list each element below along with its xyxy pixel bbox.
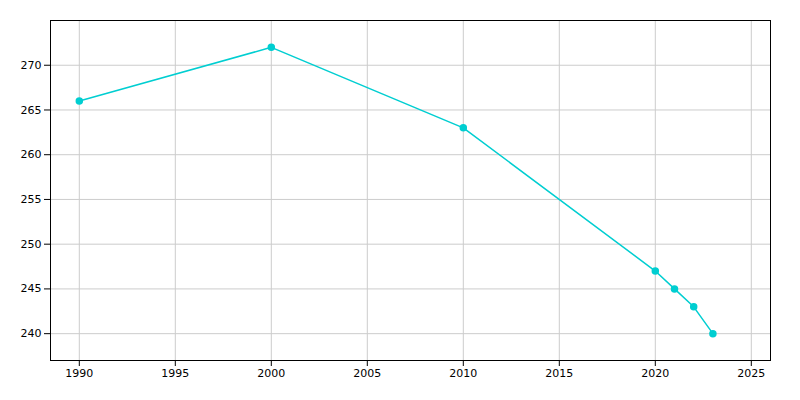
svg-text:1990: 1990 — [65, 367, 93, 380]
svg-text:2020: 2020 — [641, 367, 669, 380]
svg-text:2005: 2005 — [353, 367, 381, 380]
svg-text:260: 260 — [21, 148, 42, 161]
svg-text:2025: 2025 — [737, 367, 765, 380]
svg-text:2010: 2010 — [449, 367, 477, 380]
svg-text:240: 240 — [21, 327, 42, 340]
svg-text:255: 255 — [21, 193, 42, 206]
svg-text:2000: 2000 — [257, 367, 285, 380]
svg-text:2015: 2015 — [545, 367, 573, 380]
svg-text:265: 265 — [21, 103, 42, 116]
svg-text:245: 245 — [21, 282, 42, 295]
svg-text:270: 270 — [21, 59, 42, 72]
svg-text:1995: 1995 — [161, 367, 189, 380]
svg-text:250: 250 — [21, 238, 42, 251]
